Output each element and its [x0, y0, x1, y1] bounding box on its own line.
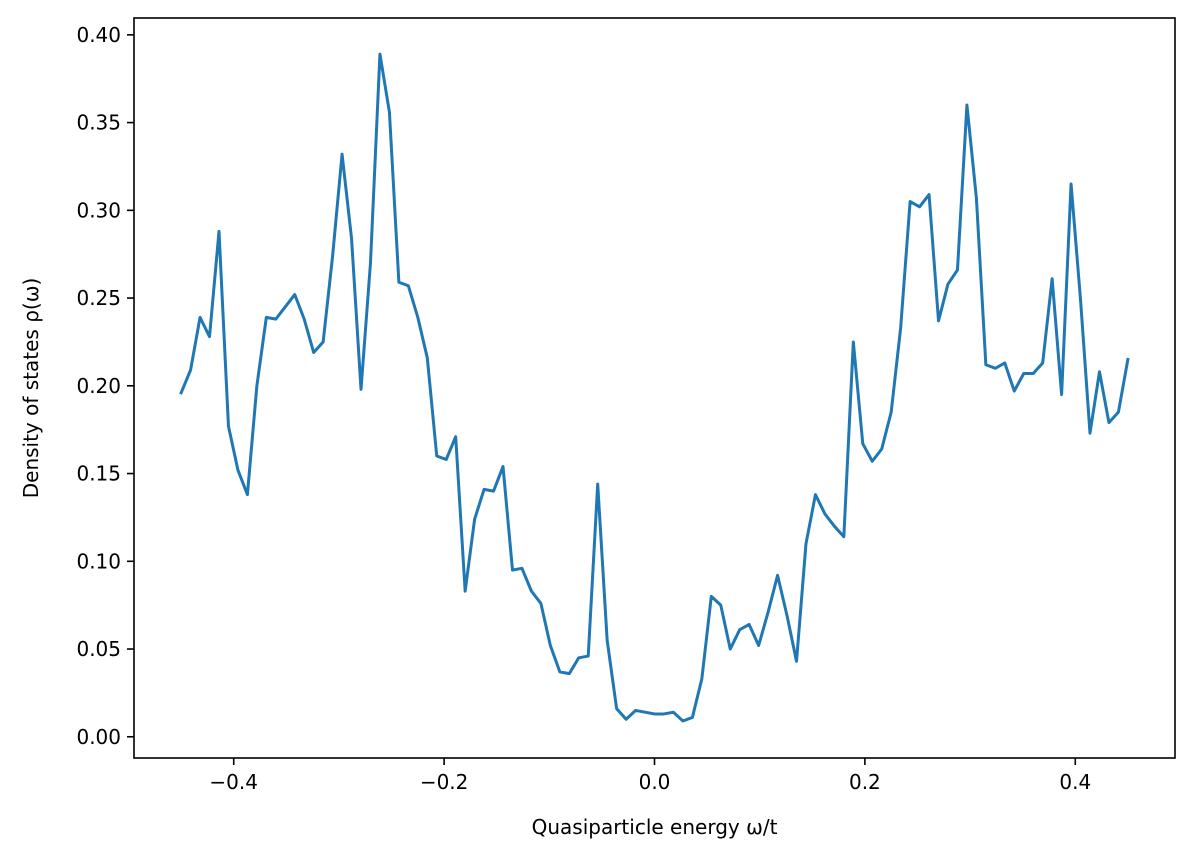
y-tick-label: 0.20: [76, 374, 121, 398]
x-tick-label: −0.4: [209, 770, 258, 794]
x-axis-ticks: −0.4 −0.2 0.0 0.2 0.4: [209, 758, 1091, 794]
y-tick-label: 0.40: [76, 23, 121, 47]
plot-area-frame: [133, 17, 1176, 759]
y-tick-label: 0.30: [76, 198, 121, 222]
x-axis-label: Quasiparticle energy ω/t: [532, 815, 778, 839]
density-series-line: [179, 52, 1130, 723]
y-tick-label: 0.00: [76, 725, 121, 749]
y-axis-ticks: 0.00 0.05 0.10 0.15 0.20 0.25 0.30 0.35 0.40: [76, 23, 134, 749]
y-tick-label: 0.05: [76, 637, 121, 661]
y-tick-label: 0.10: [76, 549, 121, 573]
x-tick-label: 0.2: [849, 770, 881, 794]
x-tick-label: −0.2: [420, 770, 469, 794]
x-tick-label: 0.0: [639, 770, 671, 794]
x-tick-label: 0.4: [1059, 770, 1091, 794]
y-tick-label: 0.15: [76, 462, 121, 486]
y-tick-label: 0.35: [76, 111, 121, 135]
y-tick-label: 0.25: [76, 286, 121, 310]
y-axis-label: Density of states ρ(ω): [19, 278, 43, 499]
